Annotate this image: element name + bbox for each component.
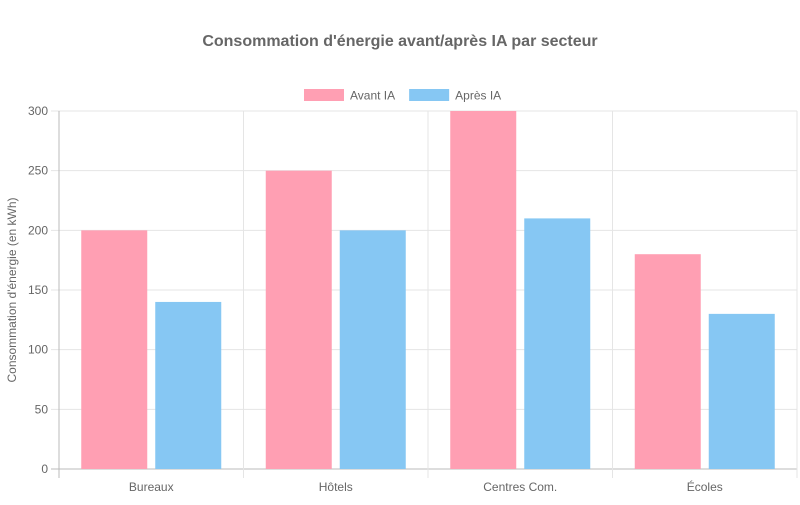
bar-avant (450, 111, 517, 469)
y-tick-label: 0 (41, 462, 48, 476)
bars (81, 111, 775, 469)
y-tick-label: 50 (35, 402, 49, 416)
x-tick-label: Centres Com. (483, 480, 557, 494)
bar-apres (339, 230, 406, 469)
y-tick-label: 250 (28, 164, 48, 178)
x-tick-label: Hôtels (319, 480, 353, 494)
y-tick-label: 300 (28, 104, 48, 118)
legend-label: Avant IA (350, 89, 395, 103)
x-tick-label: Écoles (687, 479, 723, 494)
bar-apres (708, 313, 775, 469)
bar-avant (81, 230, 148, 469)
bar-apres (155, 301, 222, 469)
bar-avant (265, 170, 332, 469)
x-tick-label: Bureaux (129, 480, 174, 494)
legend-swatch (409, 89, 450, 101)
axes: 0 50 100 150 200 250 300 Bureaux Hôtels Centres C… (28, 104, 723, 494)
y-tick-label: 150 (28, 283, 48, 297)
bar-avant (634, 254, 701, 469)
bar-apres (524, 218, 591, 469)
y-tick-label: 100 (28, 343, 48, 357)
legend-label: Après IA (455, 89, 501, 103)
y-tick-label: 200 (28, 223, 48, 237)
y-axis-label: Consommation d'énergie (en kWh) (5, 197, 19, 382)
legend: Avant IA Après IA (304, 89, 501, 103)
chart-title: Consommation d'énergie avant/après IA pa… (202, 33, 597, 50)
legend-swatch (304, 89, 344, 101)
